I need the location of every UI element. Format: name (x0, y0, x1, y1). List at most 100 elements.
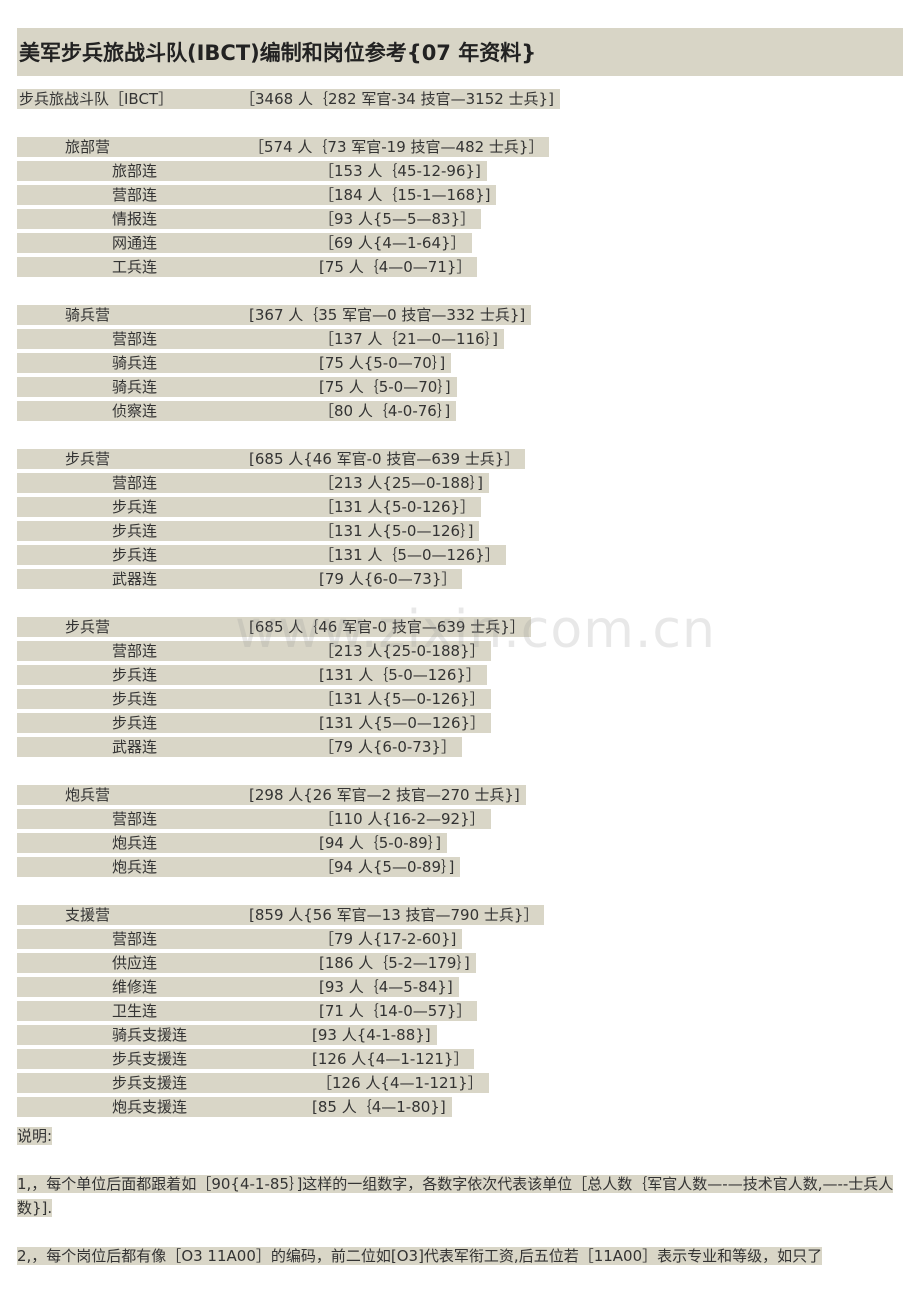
unit-strength: ［69 人{4—1-64}］ (319, 234, 466, 252)
company-row: 工兵连 [75 人｛4—0—71}］ (17, 255, 907, 279)
unit-strength: ［153 人｛45-12-96}] (319, 162, 481, 180)
company-row: 步兵连 ［131 人｛5—0—126}］ (17, 543, 907, 567)
company-row: 步兵支援连 [126 人{4—1-121}］ (17, 1047, 907, 1071)
unit-name: 骑兵连 (112, 354, 158, 372)
company-row: 营部连 ［110 人{16-2—92}］ (17, 807, 907, 831)
row-highlight: 营部连 ［79 人{17-2-60}] (17, 929, 462, 949)
row-highlight: 步兵连 ［131 人｛5—0—126}］ (17, 545, 506, 565)
company-row: 情报连 ［93 人{5—5—83}］ (17, 207, 907, 231)
unit-strength: ［574 人｛73 军官-19 技官—482 士兵}］ (249, 138, 544, 156)
company-row: 步兵支援连 ［126 人{4—1-121}］ (17, 1071, 907, 1095)
unit-strength: [126 人{4—1-121}］ (312, 1050, 469, 1068)
unit-name: 工兵连 (112, 258, 158, 276)
company-row: 侦察连 ［80 人｛4-0-76｝] (17, 399, 907, 423)
row-highlight: 情报连 ［93 人{5—5—83}］ (17, 209, 481, 229)
row-highlight: 骑兵连 [75 人{5-0—70｝] (17, 353, 451, 373)
row-highlight: 营部连 ［213 人{25—0-188｝] (17, 473, 489, 493)
row-highlight: 营部连 ［137 人｛21—0—116｝] (17, 329, 504, 349)
unit-strength: ［79 人{17-2-60}] (319, 930, 457, 948)
unit-strength: [685 人｛46 军官-0 技官—639 士兵}］ (249, 618, 525, 636)
unit-strength: [93 人{4-1-88}] (312, 1026, 431, 1044)
company-row: 武器连 [79 人{6-0—73}］ (17, 567, 907, 591)
row-highlight: 网通连 ［69 人{4—1-64}］ (17, 233, 472, 253)
row-highlight: 步兵连 [131 人｛5-0—126}］ (17, 665, 487, 685)
unit-name: 步兵营 (65, 618, 111, 636)
unit-strength: ［213 人{25—0-188｝] (319, 474, 483, 492)
row-highlight: 炮兵连 ［94 人{5—0-89｝] (17, 857, 460, 877)
unit-name: 炮兵营 (65, 786, 111, 804)
unit-name: 炮兵连 (112, 834, 158, 852)
row-highlight: 维修连 [93 人｛4—5-84}] (17, 977, 459, 997)
company-row: 武器连 ［79 人{6-0-73}］ (17, 735, 907, 759)
row-highlight: 支援营 [859 人{56 军官—13 技官—790 士兵}］ (17, 905, 544, 925)
unit-strength: [75 人{5-0—70｝] (319, 354, 446, 372)
row-highlight: 工兵连 [75 人｛4—0—71}］ (17, 257, 477, 277)
unit-name: 骑兵连 (112, 378, 158, 396)
battalion-row: 步兵营 [685 人{46 军官-0 技官—639 士兵}］ (17, 447, 907, 471)
company-row: 骑兵连 [75 人｛5-0—70｝] (17, 375, 907, 399)
company-row: 旅部连 ［153 人｛45-12-96}] (17, 159, 907, 183)
company-row: 供应连 [186 人｛5-2—179｝] (17, 951, 907, 975)
unit-name: 维修连 (112, 978, 158, 996)
unit-strength: ［137 人｛21—0—116｝] (319, 330, 499, 348)
company-row: 卫生连 [71 人｛14-0—57}］ (17, 999, 907, 1023)
note-2: 2,，每个岗位后都有像［O3 11A00］的编码，前二位如[O3]代表军衔工资,… (17, 1247, 823, 1265)
unit-name: 步兵连 (112, 666, 158, 684)
company-row: 步兵连 [131 人{5—0—126}］ (17, 711, 907, 735)
row-highlight: 步兵支援连 [126 人{4—1-121}］ (17, 1049, 474, 1069)
row-highlight: 步兵连 ［131 人{5—0-126}］ (17, 689, 491, 709)
row-highlight: 营部连 ［213 人{25-0-188}］ (17, 641, 491, 661)
unit-strength: [367 人｛35 军官—0 技官—332 士兵}] (249, 306, 526, 324)
unit-strength: ［131 人{5-0-126}］ (319, 498, 476, 516)
unit-strength: [859 人{56 军官—13 技官—790 士兵}］ (249, 906, 539, 924)
unit-name: 侦察连 (112, 402, 158, 420)
unit-name: 步兵支援连 (112, 1050, 188, 1068)
unit-strength: [131 人｛5-0—126}］ (319, 666, 481, 684)
unit-strength: [93 人｛4—5-84}] (319, 978, 453, 996)
row-highlight: 步兵支援连 ［126 人{4—1-121}］ (17, 1073, 489, 1093)
battalion-row: 骑兵营 [367 人｛35 军官—0 技官—332 士兵}] (17, 303, 907, 327)
row-highlight: 武器连 [79 人{6-0—73}］ (17, 569, 462, 589)
row-highlight: 步兵营 [685 人{46 军官-0 技官—639 士兵}］ (17, 449, 525, 469)
row-highlight: 步兵连 [131 人{5—0—126}］ (17, 713, 491, 733)
row-highlight: 营部连 ［184 人｛15-1—168}] (17, 185, 496, 205)
note-1: 1,，每个单位后面都跟着如［90{4-1-85｝]这样的一组数字，各数字依次代表… (17, 1175, 894, 1217)
unit-name: 步兵连 (112, 546, 158, 564)
unit-name: 营部连 (112, 810, 158, 828)
row-highlight: 炮兵连 [94 人｛5-0-89｝] (17, 833, 447, 853)
row-highlight: 供应连 [186 人｛5-2—179｝] (17, 953, 476, 973)
row-highlight: 步兵旅战斗队［IBCT］ ［3468 人｛282 军官-34 技官—3152 士兵… (17, 89, 560, 109)
unit-strength: ［131 人{5—0-126}］ (319, 690, 485, 708)
unit-name: 供应连 (112, 954, 158, 972)
brigade-row: 步兵旅战斗队［IBCT］ ［3468 人｛282 军官-34 技官—3152 士兵… (17, 87, 907, 111)
row-highlight: 步兵连 ［131 人{5-0-126}］ (17, 497, 481, 517)
unit-name: 营部连 (112, 330, 158, 348)
company-row: 步兵连 ［131 人{5—0-126}］ (17, 687, 907, 711)
unit-strength: ［131 人{5-0—126｝] (319, 522, 474, 540)
company-row: 营部连 ［213 人{25-0-188}］ (17, 639, 907, 663)
unit-strength: [94 人｛5-0-89｝] (319, 834, 442, 852)
blank-row (17, 423, 907, 447)
unit-name: 步兵连 (112, 522, 158, 540)
unit-strength: [75 人｛5-0—70｝] (319, 378, 451, 396)
unit-strength: ［79 人{6-0-73}］ (319, 738, 456, 756)
row-highlight: 骑兵连 [75 人｛5-0—70｝] (17, 377, 457, 397)
row-highlight: 炮兵营 [298 人{26 军官—2 技官—270 士兵}] (17, 785, 526, 805)
unit-name: 营部连 (112, 474, 158, 492)
unit-strength: [131 人{5—0—126}］ (319, 714, 486, 732)
unit-name: 旅部连 (112, 162, 158, 180)
notes-heading: 说明: (17, 1127, 53, 1145)
battalion-row: 炮兵营 [298 人{26 军官—2 技官—270 士兵}] (17, 783, 907, 807)
unit-name: 旅部营 (65, 138, 111, 156)
unit-strength: ［93 人{5—5—83}］ (319, 210, 476, 228)
unit-name: 营部连 (112, 186, 158, 204)
company-row: 炮兵支援连 [85 人｛4—1-80}] (17, 1095, 907, 1119)
unit-name: 步兵连 (112, 714, 158, 732)
row-highlight: 炮兵支援连 [85 人｛4—1-80}] (17, 1097, 452, 1117)
blank-row (17, 591, 907, 615)
battalion-row: 支援营 [859 人{56 军官—13 技官—790 士兵}］ (17, 903, 907, 927)
company-row: 步兵连 [131 人｛5-0—126}］ (17, 663, 907, 687)
company-row: 营部连 ［137 人｛21—0—116｝] (17, 327, 907, 351)
unit-strength: ［110 人{16-2—92}］ (319, 810, 485, 828)
unit-strength: [685 人{46 军官-0 技官—639 士兵}］ (249, 450, 520, 468)
